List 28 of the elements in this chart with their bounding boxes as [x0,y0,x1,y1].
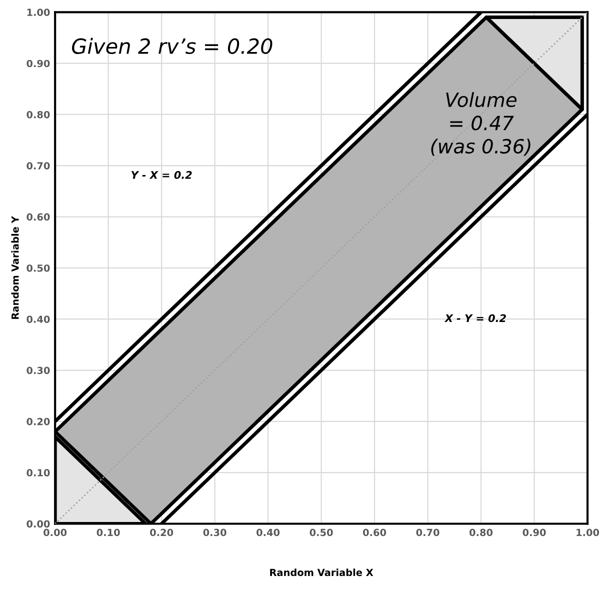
y-axis-title: Random Variable Y [11,216,19,319]
y-tick-label: 0.30 [26,366,50,374]
x-tick-label: 0.40 [256,528,280,536]
x-tick-label: 0.00 [44,528,67,536]
y-tick-label: 0.80 [26,110,50,118]
y-tick-label: 0.70 [26,162,50,170]
x-tick-label: 1.00 [576,528,600,536]
x-axis-title: Random Variable X [270,568,374,576]
y-tick-label: 0.60 [26,213,50,221]
y-tick-label: 0.20 [26,418,50,426]
x-tick-label: 0.60 [363,528,386,536]
x-tick-label: 0.90 [522,528,546,536]
x-tick-label: 0.50 [310,528,333,536]
annotation: X - Y = 0.2 [444,314,506,322]
x-tick-label: 0.80 [470,528,493,536]
y-tick-label: 0.10 [26,469,50,476]
y-tick-label: 0.50 [26,264,50,272]
annotation: Volume = 0.47 (was 0.36) [431,92,530,156]
annotation: Given 2 rv’s = 0.20 [72,38,272,54]
y-tick-label: 0.00 [26,520,50,528]
y-tick-label: 1.00 [27,8,50,16]
x-tick-label: 0.70 [416,528,440,536]
y-tick-label: 0.90 [26,60,50,68]
y-tick-label: 0.40 [26,316,50,323]
x-tick-label: 0.10 [96,528,120,536]
x-tick-label: 0.20 [150,528,174,536]
x-tick-label: 0.30 [203,528,226,536]
annotation: Y - X = 0.2 [131,171,192,179]
